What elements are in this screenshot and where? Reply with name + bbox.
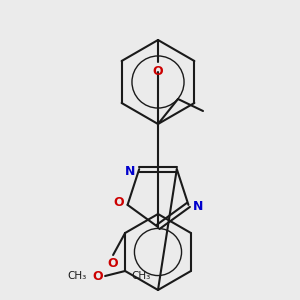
Text: N: N xyxy=(192,200,203,213)
Text: CH₃: CH₃ xyxy=(68,271,87,281)
Text: O: O xyxy=(92,269,103,283)
Text: O: O xyxy=(113,196,124,209)
Text: O: O xyxy=(108,257,118,270)
Text: O: O xyxy=(153,65,163,78)
Text: CH₃: CH₃ xyxy=(131,271,150,281)
Text: N: N xyxy=(125,165,135,178)
